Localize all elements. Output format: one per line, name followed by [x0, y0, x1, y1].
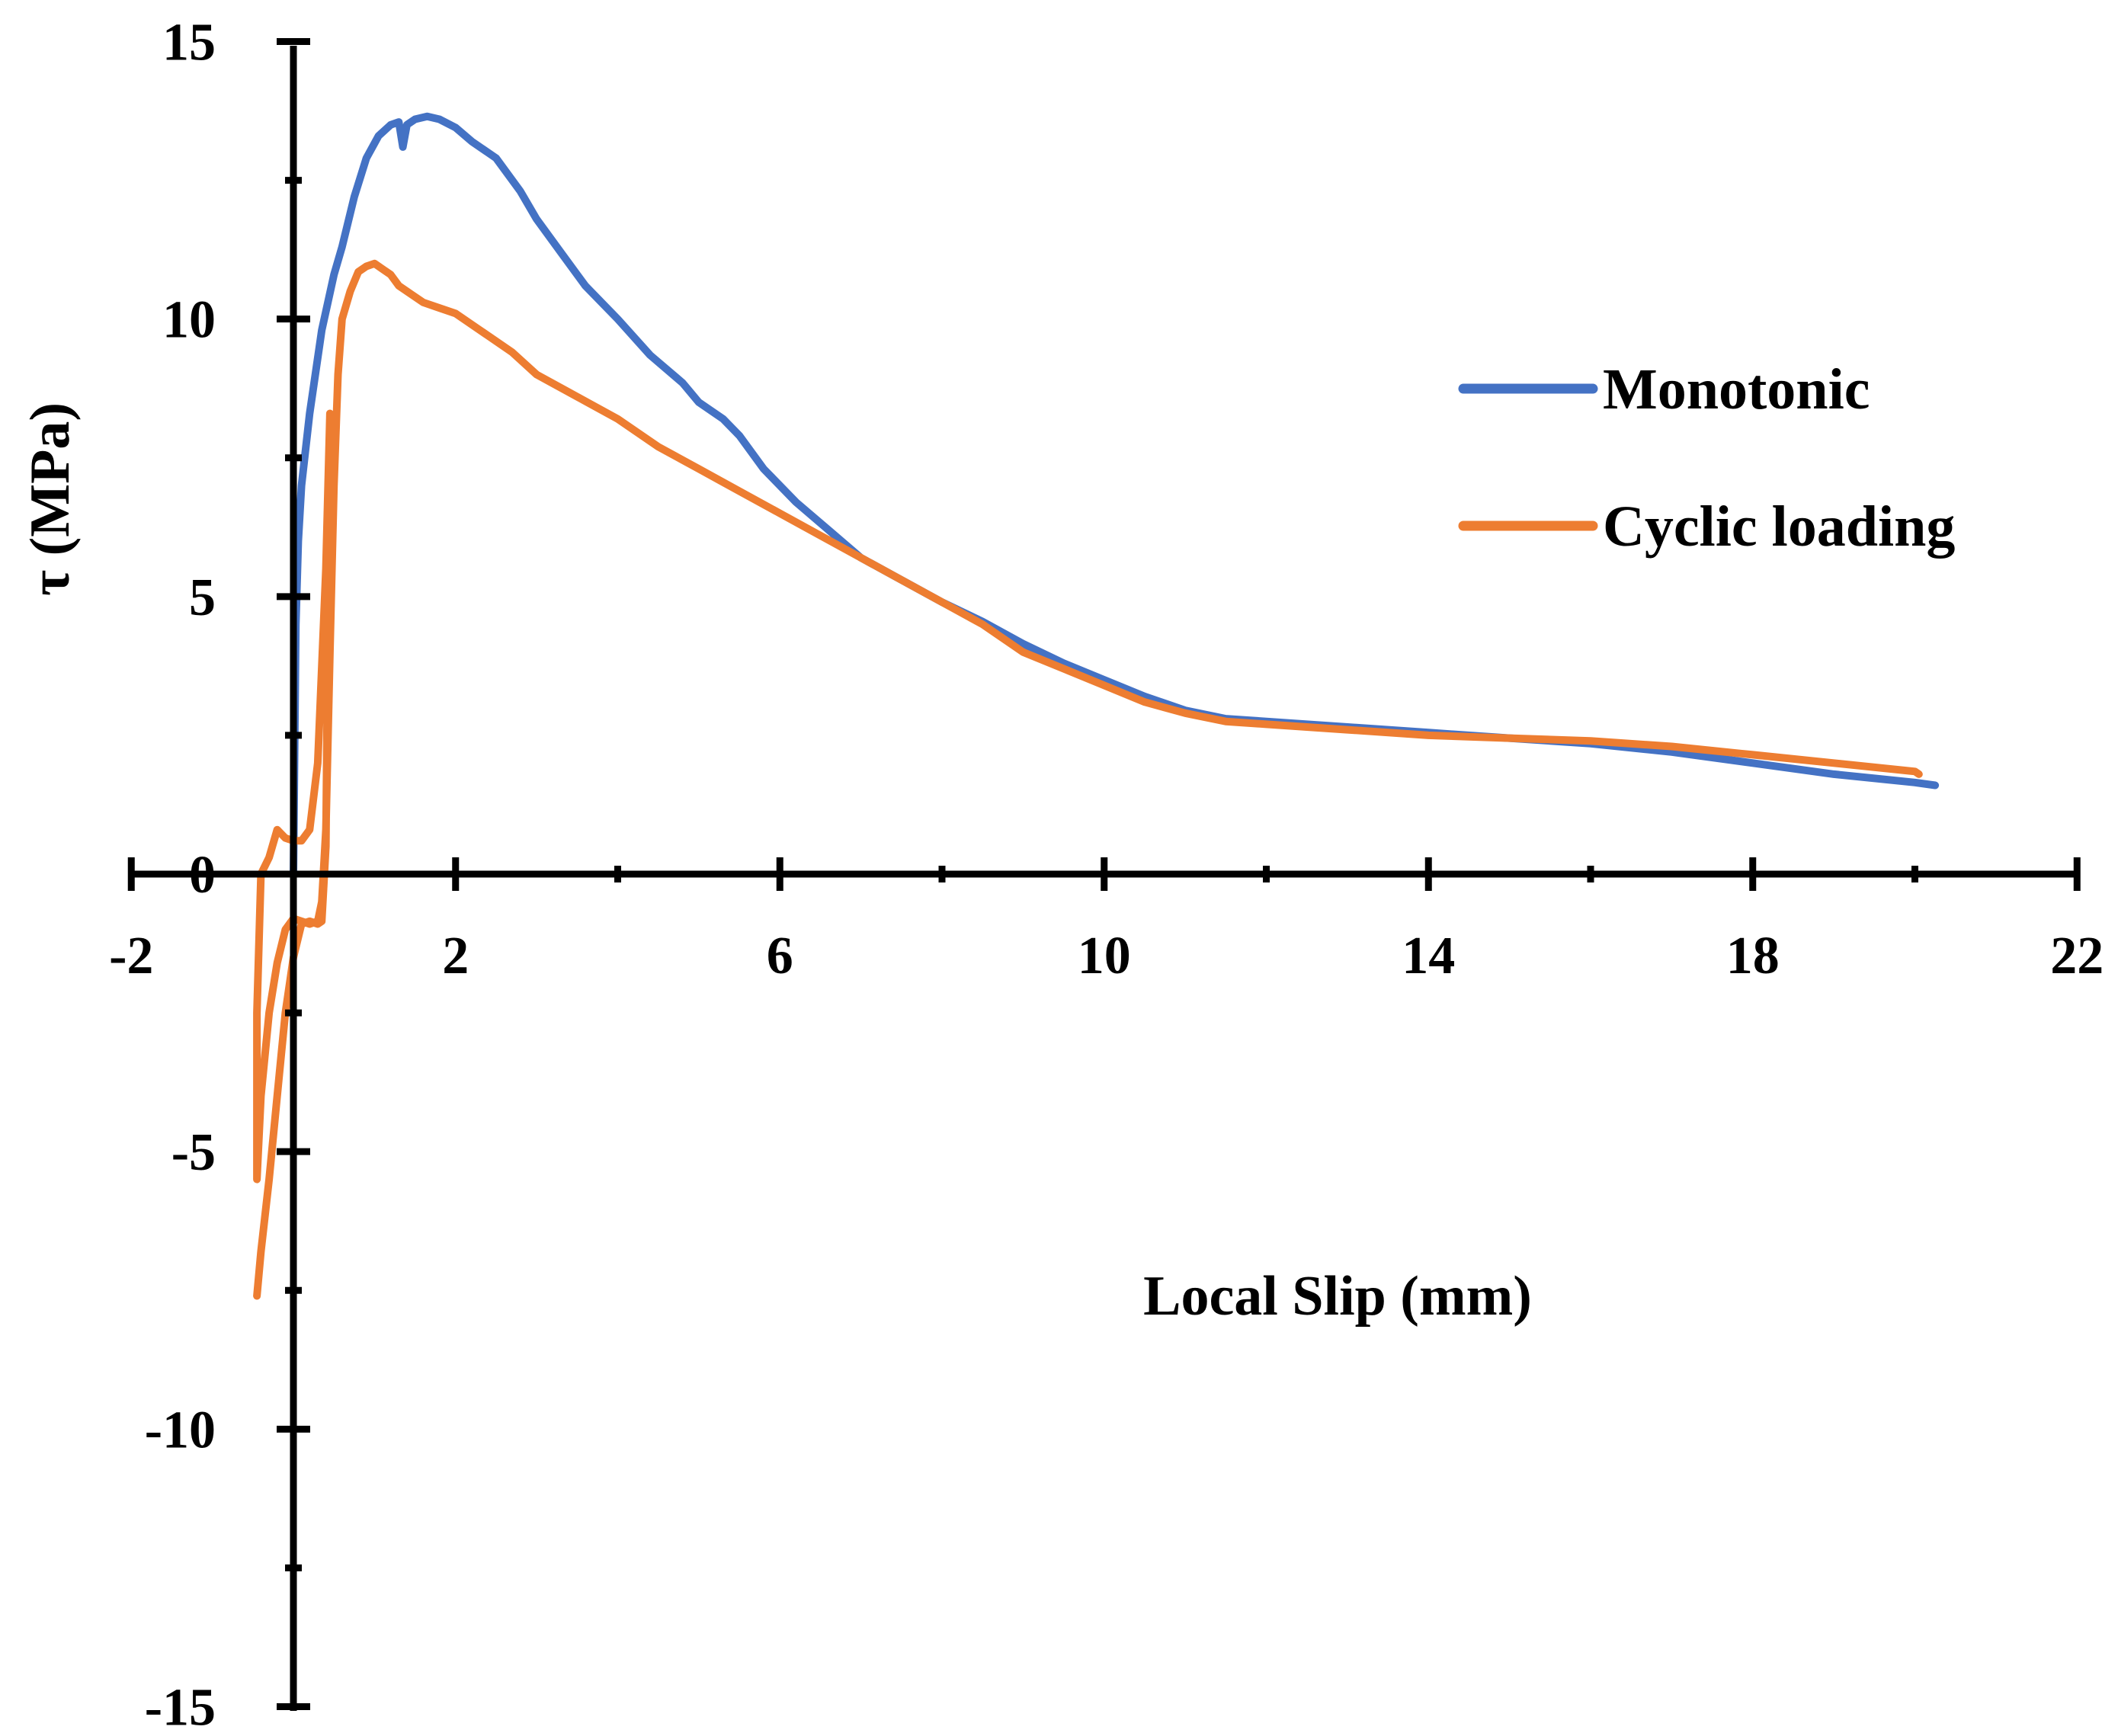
series-layer — [253, 112, 1940, 1300]
axes-layer — [127, 38, 2081, 1711]
series-line-cyclic-loading — [253, 259, 1923, 1300]
y-tick-label: -15 — [145, 1679, 216, 1736]
x-tick-label: 22 — [2050, 927, 2104, 985]
x-tick-label: -2 — [109, 927, 153, 985]
legend: Monotonic Cyclic loading — [1458, 357, 1955, 559]
x-tick-label: 10 — [1078, 927, 1131, 985]
y-tick-label: -10 — [145, 1401, 216, 1459]
y-tick-label: 0 — [189, 846, 216, 905]
labels-layer: -2 2 6 10 14 18 22 15 10 5 0 -5 -10 -15 — [109, 14, 2104, 1736]
x-axis-title: Local Slip (mm) — [1143, 1265, 1532, 1328]
y-tick-label: -5 — [171, 1123, 216, 1182]
x-tick-label: 14 — [1402, 927, 1455, 985]
legend-label-cyclic-loading: Cyclic loading — [1603, 495, 1955, 559]
y-tick-label: 10 — [162, 291, 216, 350]
x-tick-label: 18 — [1726, 927, 1780, 985]
x-tick-label: 2 — [442, 927, 469, 985]
legend-label-monotonic: Monotonic — [1603, 357, 1870, 421]
y-axis-title: τ (MPa) — [19, 402, 82, 596]
y-tick-label: 5 — [189, 569, 216, 627]
y-tick-label: 15 — [162, 14, 216, 72]
x-tick-label: 6 — [767, 927, 793, 985]
